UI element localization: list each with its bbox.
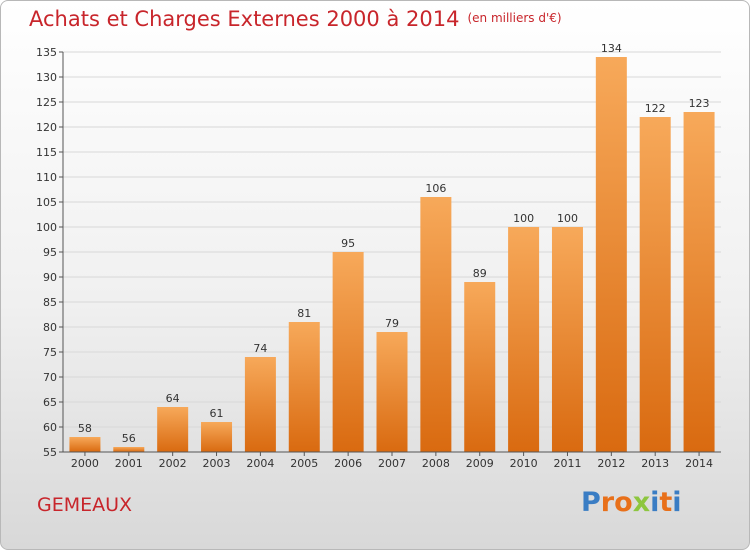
x-tick-label: 2013	[641, 457, 669, 470]
bar-2010	[508, 227, 540, 452]
y-tick-label: 105	[36, 196, 57, 209]
y-tick-label: 125	[36, 96, 57, 109]
chart-title-text: Achats et Charges Externes 2000 à 2014	[29, 7, 460, 31]
proxiti-logo: Proxiti	[581, 487, 682, 518]
y-axis: 55 60 65 70 75 80 85 90 95 100 105 110 115 120 125 130 1…	[36, 46, 64, 459]
data-label: 106	[425, 182, 446, 195]
x-tick-label: 2002	[159, 457, 187, 470]
y-tick-label: 130	[36, 71, 57, 84]
data-label: 134	[601, 42, 622, 55]
data-label: 122	[645, 102, 666, 115]
x-tick-label: 2014	[685, 457, 713, 470]
logo-letter: o	[614, 487, 633, 518]
data-label: 61	[210, 407, 224, 420]
y-tick-label: 60	[43, 421, 57, 434]
data-label: 56	[122, 432, 136, 445]
y-tick-label: 90	[43, 271, 57, 284]
y-tick-label: 75	[43, 346, 57, 359]
y-tick-label: 85	[43, 296, 57, 309]
bar-2012	[595, 57, 627, 452]
chart-title: Achats et Charges Externes 2000 à 2014 (e…	[29, 7, 562, 31]
x-tick-label: 2001	[115, 457, 143, 470]
data-label: 79	[385, 317, 399, 330]
data-label: 58	[78, 422, 92, 435]
data-label: 95	[341, 237, 355, 250]
logo-letter: r	[600, 487, 615, 518]
x-tick-label: 2010	[510, 457, 538, 470]
x-tick-label: 2009	[466, 457, 494, 470]
x-tick-label: 2012	[597, 457, 625, 470]
commune-name: GEMEAUX	[37, 494, 133, 516]
x-tick-label: 2004	[246, 457, 274, 470]
y-tick-label: 95	[43, 246, 57, 259]
bar-2009	[464, 282, 496, 452]
data-label: 100	[557, 212, 578, 225]
data-label: 100	[513, 212, 534, 225]
bar-2002	[157, 407, 189, 452]
x-tick-label: 2006	[334, 457, 362, 470]
data-label: 74	[253, 342, 267, 355]
bar-2006	[332, 252, 364, 452]
y-tick-label: 120	[36, 121, 57, 134]
bar-2013	[639, 117, 671, 452]
y-tick-label: 70	[43, 371, 57, 384]
x-tick-label: 2000	[71, 457, 99, 470]
bar-2004	[244, 357, 276, 452]
logo-letter: t	[659, 487, 673, 518]
bar-2001	[113, 447, 145, 452]
y-tick-label: 110	[36, 171, 57, 184]
x-tick-label: 2003	[203, 457, 231, 470]
y-tick-label: 55	[43, 446, 57, 459]
y-tick-label: 65	[43, 396, 57, 409]
bar-2011	[551, 227, 583, 452]
bar-2000	[69, 437, 101, 452]
x-tick-label: 2007	[378, 457, 406, 470]
logo-letter: i	[650, 487, 660, 518]
bar-2005	[288, 322, 320, 452]
y-tick-label: 135	[36, 46, 57, 59]
logo-letter: x	[632, 487, 651, 518]
data-label: 123	[689, 97, 710, 110]
bar-2007	[376, 332, 408, 452]
x-tick-label: 2011	[553, 457, 581, 470]
bar-2003	[201, 422, 233, 452]
x-axis: 2000 2001 2002 2003 2004 2005 2006 2007 2008 2009…	[63, 451, 721, 470]
data-label: 89	[473, 267, 487, 280]
bar-2014	[683, 112, 715, 452]
y-tick-label: 80	[43, 321, 57, 334]
bars: 58 56 64 61 74 81 95 79 106 89 100 100 134 122 123	[69, 42, 715, 452]
chart-unit: (en milliers d'€)	[467, 11, 562, 25]
x-tick-label: 2005	[290, 457, 318, 470]
y-tick-label: 100	[36, 221, 57, 234]
logo-letter: P	[581, 487, 601, 518]
data-label: 81	[297, 307, 311, 320]
x-tick-label: 2008	[422, 457, 450, 470]
logo-letter: i	[672, 487, 682, 518]
data-label: 64	[166, 392, 180, 405]
y-tick-label: 115	[36, 146, 57, 159]
bar-2008	[420, 197, 452, 452]
